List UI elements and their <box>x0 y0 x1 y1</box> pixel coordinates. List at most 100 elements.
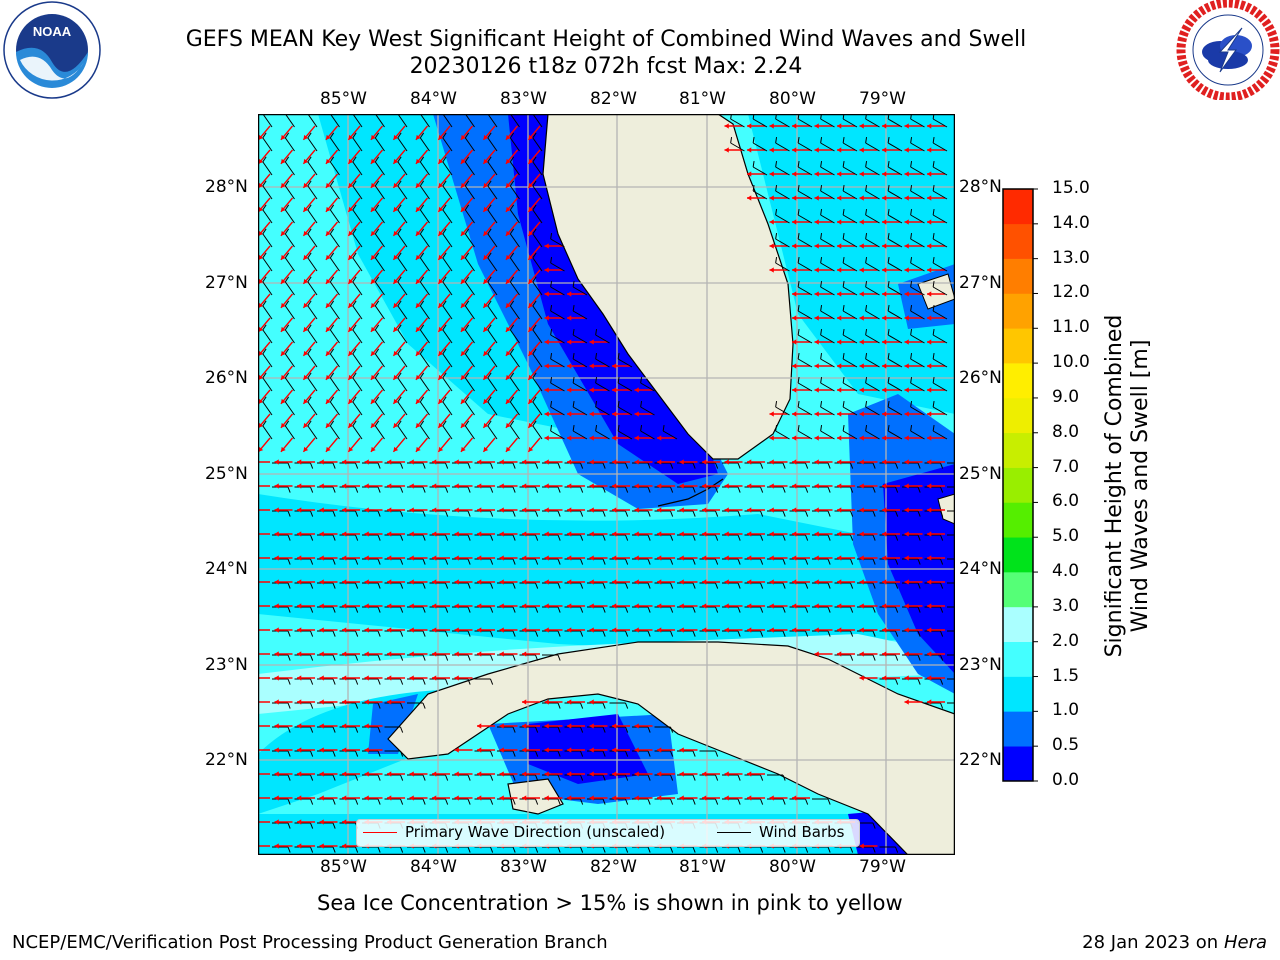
wind-barb-staff <box>910 142 925 152</box>
wind-barb-flag <box>580 798 584 805</box>
wind-barb-staff <box>532 233 543 248</box>
wind-barb-flag <box>355 582 359 589</box>
wind-barb-flag <box>442 132 447 139</box>
wave-direction-arrowhead <box>927 699 932 705</box>
wave-direction-arrowhead <box>522 531 527 537</box>
wave-direction-arrowhead <box>634 603 639 609</box>
wave-direction-arrowhead <box>702 483 707 489</box>
wind-barb-flag <box>397 372 402 379</box>
wind-barb-flag <box>487 324 492 331</box>
wave-direction-arrowhead <box>387 651 392 657</box>
wave-direction-arrowhead <box>747 459 752 465</box>
wave-direction-arrowhead <box>679 603 684 609</box>
wave-direction-arrowhead <box>483 278 489 284</box>
wave-direction-arrowhead <box>499 651 504 657</box>
wind-barb-flag <box>887 184 890 192</box>
wave-direction-arrowhead <box>415 278 421 284</box>
wave-direction-arrowhead <box>882 387 887 393</box>
wave-direction-arrowhead <box>837 363 842 369</box>
wind-barb-flag <box>284 156 290 163</box>
wave-direction-arrowhead <box>387 795 392 801</box>
wind-barb-flag <box>842 328 845 336</box>
wave-direction-arrowhead <box>528 422 534 428</box>
wind-barb-flag <box>602 702 606 709</box>
wave-direction-arrowhead <box>370 326 376 332</box>
wave-direction-arrowhead <box>415 206 421 212</box>
wind-barb-flag <box>887 424 890 432</box>
wind-barb-flag <box>557 534 561 541</box>
wind-barb-flag <box>760 462 764 469</box>
wave-direction-arrowhead <box>393 398 399 404</box>
wind-barb-flag <box>512 798 516 805</box>
wind-barb-staff <box>329 377 340 392</box>
wind-barb-flag <box>670 798 674 805</box>
wind-barb-flag <box>737 462 741 469</box>
wind-barb-flag <box>715 534 719 541</box>
wind-barb-staff <box>662 430 678 440</box>
wind-barb-flag <box>715 630 719 637</box>
wave-direction-arrowhead <box>634 723 639 729</box>
wave-direction-arrowhead <box>483 206 489 212</box>
wave-direction-arrowhead <box>303 422 309 428</box>
wave-direction-arrowhead <box>274 747 279 753</box>
wind-barb-staff <box>910 382 925 392</box>
colorbar-tick-label: 0.0 <box>1052 770 1080 790</box>
wave-direction-arrowhead <box>505 158 511 164</box>
wave-direction-arrowhead <box>460 278 466 284</box>
wind-barb-staff <box>887 406 903 416</box>
wave-direction-arrowhead <box>904 435 909 441</box>
wind-barb-flag <box>887 376 890 384</box>
colorbar-tick-label: 8.0 <box>1052 421 1080 442</box>
wave-direction-arrowhead <box>280 278 286 284</box>
wave-direction-arrowhead <box>342 651 347 657</box>
wind-barb-flag <box>355 726 359 733</box>
wind-barb-flag <box>797 304 800 312</box>
wind-barb-flag <box>692 846 696 853</box>
wave-direction-arrowhead <box>589 411 594 417</box>
wind-barb-flag <box>805 798 809 805</box>
wind-barb-staff <box>464 329 475 344</box>
wave-direction-arrowhead <box>438 374 444 380</box>
wind-barb-staff <box>419 161 430 176</box>
wind-barb-staff <box>397 425 408 440</box>
wave-direction-arrowhead <box>274 555 279 561</box>
wave-direction-arrowhead <box>364 699 369 705</box>
colorbar-segment <box>1003 572 1033 608</box>
wave-direction-arrowhead <box>528 158 534 164</box>
wind-barb-flag <box>550 424 553 432</box>
wave-direction-arrowhead <box>882 147 887 153</box>
wave-direction-arrowhead <box>387 507 392 513</box>
wind-barb-flag <box>374 252 380 259</box>
wind-barb-staff <box>487 281 498 296</box>
wind-barb-staff <box>752 118 768 128</box>
wave-direction-arrowhead <box>528 398 534 404</box>
wave-direction-arrowhead <box>258 254 264 260</box>
wave-direction-arrowhead <box>927 675 932 681</box>
wave-direction-arrowhead <box>612 363 617 369</box>
wind-barb-flag <box>940 582 944 589</box>
wave-direction-arrowhead <box>477 795 482 801</box>
wave-direction-arrowhead <box>927 219 932 225</box>
wind-barb-staff <box>329 233 340 248</box>
wind-barb-staff <box>329 281 340 296</box>
wind-barb-staff <box>487 401 498 416</box>
wind-barb-flag <box>467 462 471 469</box>
wind-barb-staff <box>932 118 948 128</box>
colorbar-segment <box>1003 432 1033 468</box>
wind-barb-flag <box>355 630 359 637</box>
colorbar-segment <box>1003 502 1033 538</box>
wind-barb-flag <box>445 846 449 853</box>
wind-barb-flag <box>752 160 755 168</box>
wind-barb-flag <box>557 654 561 661</box>
wind-barb-flag <box>329 348 335 355</box>
wave-direction-arrowhead <box>859 651 864 657</box>
wave-direction-arrowhead <box>747 147 752 153</box>
wave-direction-arrowhead <box>460 374 466 380</box>
wind-barb-staff <box>262 353 273 368</box>
wind-barb-flag <box>602 486 606 493</box>
wave-direction-arrowhead <box>460 446 466 452</box>
wave-direction-arrowhead <box>297 579 302 585</box>
wave-direction-arrowhead <box>522 555 527 561</box>
wind-barb-flag <box>820 184 823 192</box>
wind-barb-flag <box>377 630 381 637</box>
